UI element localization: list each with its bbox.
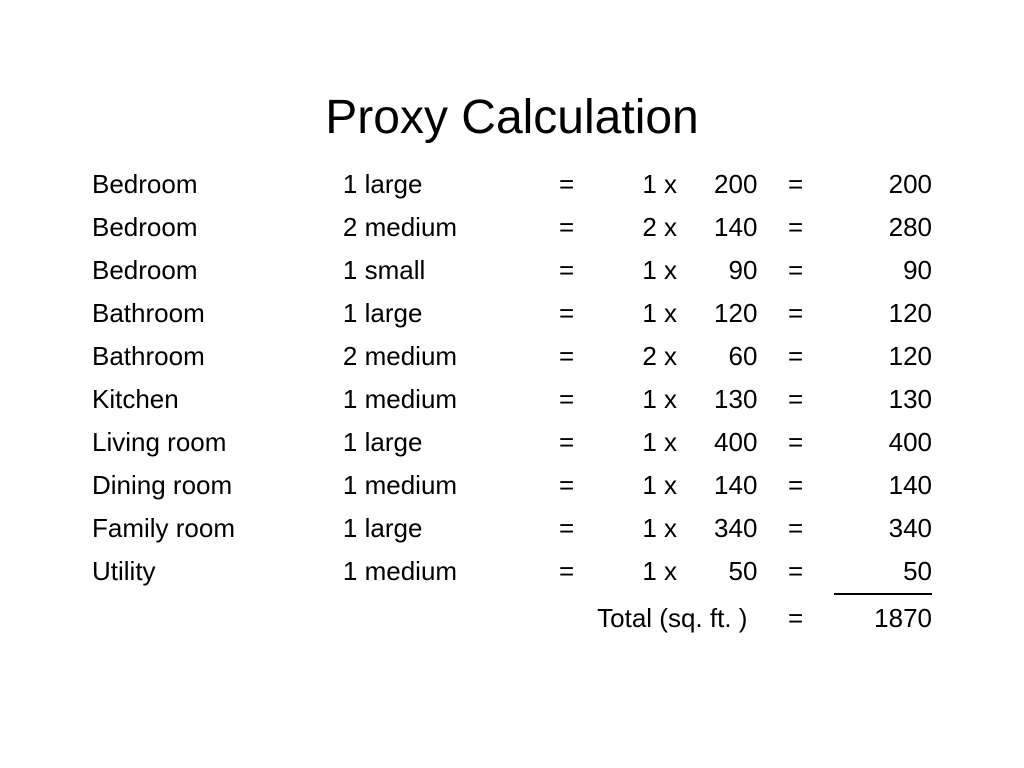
mult-cell: 1 x [594, 507, 681, 550]
spec-cell: 1 small [343, 249, 539, 292]
unit-cell: 60 [681, 335, 757, 378]
equals-cell: = [757, 464, 833, 507]
table-row: Utility 1 medium = 1 x 50 = 50 [92, 550, 932, 594]
total-label: Total (sq. ft. ) [594, 594, 758, 640]
table-row: Bathroom 2 medium = 2 x 60 = 120 [92, 335, 932, 378]
table-row: Bathroom 1 large = 1 x 120 = 120 [92, 292, 932, 335]
room-cell: Bathroom [92, 292, 343, 335]
equals-cell: = [539, 550, 594, 594]
equals-cell: = [757, 378, 833, 421]
mult-cell: 1 x [594, 550, 681, 594]
unit-cell: 340 [681, 507, 757, 550]
spec-cell: 1 large [343, 421, 539, 464]
spec-cell: 1 medium [343, 550, 539, 594]
room-cell: Family room [92, 507, 343, 550]
mult-cell: 1 x [594, 249, 681, 292]
room-cell: Kitchen [92, 378, 343, 421]
table-row: Living room 1 large = 1 x 400 = 400 [92, 421, 932, 464]
table-row: Family room 1 large = 1 x 340 = 340 [92, 507, 932, 550]
total-row: Total (sq. ft. ) = 1870 [92, 594, 932, 640]
equals-cell: = [539, 206, 594, 249]
table-row: Kitchen 1 medium = 1 x 130 = 130 [92, 378, 932, 421]
equals-cell: = [757, 594, 833, 640]
proxy-table: Bedroom 1 large = 1 x 200 = 200 Bedroom … [92, 163, 932, 640]
result-cell: 90 [834, 249, 932, 292]
result-cell: 130 [834, 378, 932, 421]
equals-cell: = [757, 507, 833, 550]
table-row: Dining room 1 medium = 1 x 140 = 140 [92, 464, 932, 507]
room-cell: Bedroom [92, 249, 343, 292]
result-cell: 120 [834, 335, 932, 378]
equals-cell: = [539, 163, 594, 206]
unit-cell: 130 [681, 378, 757, 421]
equals-cell: = [539, 378, 594, 421]
calculation-table: Proxy Calculation Bedroom 1 large = 1 x … [92, 90, 932, 640]
equals-cell: = [539, 292, 594, 335]
room-cell: Utility [92, 550, 343, 594]
spec-cell: 1 medium [343, 464, 539, 507]
mult-cell: 1 x [594, 464, 681, 507]
mult-cell: 2 x [594, 206, 681, 249]
mult-cell: 2 x [594, 335, 681, 378]
result-cell: 140 [834, 464, 932, 507]
result-cell: 280 [834, 206, 932, 249]
equals-cell: = [757, 206, 833, 249]
equals-cell: = [539, 421, 594, 464]
result-cell: 120 [834, 292, 932, 335]
room-cell: Living room [92, 421, 343, 464]
spec-cell: 2 medium [343, 335, 539, 378]
room-cell: Bedroom [92, 206, 343, 249]
result-cell: 200 [834, 163, 932, 206]
equals-cell: = [757, 550, 833, 594]
table-row: Bedroom 2 medium = 2 x 140 = 280 [92, 206, 932, 249]
room-cell: Dining room [92, 464, 343, 507]
unit-cell: 200 [681, 163, 757, 206]
table-row: Bedroom 1 small = 1 x 90 = 90 [92, 249, 932, 292]
equals-cell: = [539, 507, 594, 550]
unit-cell: 120 [681, 292, 757, 335]
mult-cell: 1 x [594, 421, 681, 464]
unit-cell: 140 [681, 206, 757, 249]
room-cell: Bathroom [92, 335, 343, 378]
room-cell: Bedroom [92, 163, 343, 206]
unit-cell: 400 [681, 421, 757, 464]
result-cell: 400 [834, 421, 932, 464]
mult-cell: 1 x [594, 292, 681, 335]
equals-cell: = [757, 163, 833, 206]
mult-cell: 1 x [594, 163, 681, 206]
result-cell: 50 [834, 550, 932, 594]
result-cell: 340 [834, 507, 932, 550]
equals-cell: = [757, 249, 833, 292]
spec-cell: 1 large [343, 507, 539, 550]
equals-cell: = [757, 335, 833, 378]
spec-cell: 2 medium [343, 206, 539, 249]
equals-cell: = [539, 464, 594, 507]
page-title: Proxy Calculation [92, 90, 932, 145]
unit-cell: 140 [681, 464, 757, 507]
equals-cell: = [539, 335, 594, 378]
spec-cell: 1 large [343, 292, 539, 335]
unit-cell: 90 [681, 249, 757, 292]
unit-cell: 50 [681, 550, 757, 594]
spec-cell: 1 large [343, 163, 539, 206]
table-row: Bedroom 1 large = 1 x 200 = 200 [92, 163, 932, 206]
total-value: 1870 [834, 594, 932, 640]
equals-cell: = [539, 249, 594, 292]
spec-cell: 1 medium [343, 378, 539, 421]
equals-cell: = [757, 421, 833, 464]
equals-cell: = [757, 292, 833, 335]
mult-cell: 1 x [594, 378, 681, 421]
